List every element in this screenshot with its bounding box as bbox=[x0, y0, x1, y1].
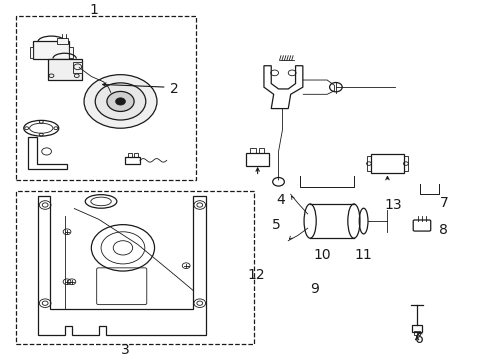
Text: 7: 7 bbox=[439, 196, 447, 210]
Bar bbox=[73, 62, 82, 73]
Bar bbox=[127, 153, 131, 157]
Bar bbox=[413, 331, 416, 335]
Circle shape bbox=[95, 83, 145, 120]
Text: 4: 4 bbox=[276, 193, 285, 207]
Bar bbox=[411, 325, 421, 332]
Text: 11: 11 bbox=[354, 248, 372, 262]
Circle shape bbox=[116, 98, 125, 105]
Bar bbox=[370, 154, 403, 173]
Text: 9: 9 bbox=[310, 282, 319, 296]
Bar bbox=[133, 153, 137, 157]
Text: 10: 10 bbox=[313, 248, 330, 262]
Text: 5: 5 bbox=[271, 218, 280, 231]
Circle shape bbox=[84, 75, 157, 128]
Bar bbox=[69, 47, 73, 58]
Circle shape bbox=[107, 91, 134, 112]
Bar bbox=[366, 156, 370, 171]
Bar bbox=[125, 157, 140, 164]
Bar bbox=[30, 47, 33, 58]
Bar bbox=[249, 148, 255, 153]
Bar bbox=[57, 38, 68, 44]
Text: 12: 12 bbox=[247, 267, 265, 282]
Text: 8: 8 bbox=[439, 223, 447, 237]
Bar bbox=[417, 331, 419, 335]
Text: 13: 13 bbox=[383, 198, 401, 212]
Bar bbox=[16, 191, 254, 344]
Text: 1: 1 bbox=[89, 3, 98, 17]
Text: 6: 6 bbox=[414, 332, 423, 346]
Bar bbox=[47, 59, 81, 80]
Bar bbox=[258, 148, 264, 153]
Bar bbox=[245, 153, 269, 166]
Text: 3: 3 bbox=[121, 343, 129, 357]
Bar bbox=[403, 156, 407, 171]
Bar bbox=[33, 41, 69, 59]
Text: 2: 2 bbox=[169, 82, 178, 96]
Bar bbox=[16, 16, 196, 180]
